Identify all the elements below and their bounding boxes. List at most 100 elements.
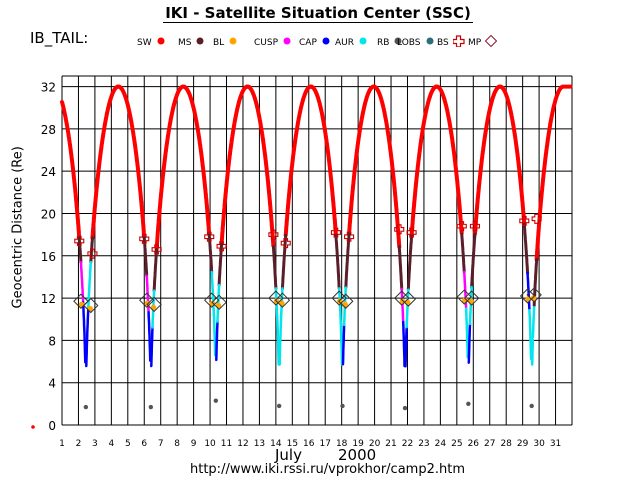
y-tick-label: 16	[41, 250, 56, 264]
x-tick-label: 1	[59, 439, 65, 449]
bs-crossing-marker	[394, 224, 405, 235]
sw-segment	[409, 84, 439, 239]
bs-crossing-marker	[469, 221, 480, 232]
ms-segment	[522, 222, 530, 275]
legend-swatch-dot	[359, 37, 367, 45]
mp-crossing-marker	[519, 288, 536, 304]
legend-item-bl: BL	[213, 33, 240, 48]
sw-segment	[308, 84, 338, 236]
inner-segment-out-outer	[87, 260, 93, 309]
ms-segment	[470, 232, 477, 289]
bs-crossing-marker	[344, 231, 355, 242]
mp-crossing-marker	[463, 290, 480, 306]
y-tick-label: 4	[48, 377, 56, 391]
inner-segment-out	[341, 323, 346, 366]
ms-segment	[152, 248, 159, 293]
ms-segment	[77, 236, 83, 264]
inner-segment-out-outer	[531, 306, 536, 339]
sw-segment	[472, 84, 502, 237]
perigee-dot	[340, 403, 345, 409]
legend-item-cap: CAP	[299, 33, 333, 48]
inner-segment-out	[150, 326, 154, 368]
legend-swatch-dot	[157, 37, 165, 45]
x-tick-label: 7	[158, 439, 164, 449]
y-tick-label: 28	[41, 123, 56, 137]
legend-label: BS	[437, 38, 449, 48]
ms-segment	[397, 245, 404, 291]
legend-swatch-dot	[322, 37, 330, 45]
x-tick-label: 14	[270, 439, 282, 449]
mission-label: IB_TAIL:	[30, 29, 89, 47]
legend-item-mp: MP	[468, 33, 498, 48]
bs-crossing-marker	[87, 248, 98, 259]
x-tick-label: 27	[484, 439, 495, 449]
inner-segment-in	[79, 260, 85, 302]
y-tick-label: 24	[41, 165, 56, 179]
legend-label: MP	[468, 38, 482, 48]
inner-segment-out	[404, 325, 408, 368]
legend-label: AUR	[335, 38, 354, 48]
sw-segment	[371, 84, 402, 249]
perigee-dot	[83, 404, 89, 410]
legend-label: BL	[213, 38, 225, 48]
legend-label: LOBS	[397, 38, 421, 48]
legend-label: CAP	[299, 38, 317, 48]
inner-segment-mid	[276, 319, 280, 366]
inner-segment-mid	[464, 307, 469, 359]
source-url[interactable]: http://www.iki.rssi.ru/vprokhor/camp2.ht…	[190, 462, 465, 477]
bs-crossing-marker	[519, 215, 530, 226]
mp-crossing-marker	[456, 289, 472, 305]
x-tick-label: 11	[221, 439, 232, 449]
legend-label: MS	[178, 38, 192, 48]
x-axis-month: July	[275, 446, 302, 464]
x-tick-label: 17	[319, 439, 330, 449]
x-tick-label: 24	[435, 439, 447, 449]
inner-segment-mid	[339, 319, 344, 366]
x-tick-label: 5	[125, 439, 131, 449]
y-tick-label: 0	[48, 419, 56, 433]
bs-crossing-marker	[268, 229, 279, 240]
legend-item-rb: RB	[377, 33, 405, 48]
inner-segment-out	[467, 322, 472, 364]
sw-segment	[283, 84, 313, 238]
y-tick-label: 20	[41, 207, 56, 221]
inner-segment-mid	[528, 308, 533, 361]
sw-segment	[245, 84, 276, 248]
x-tick-label: 9	[191, 439, 197, 449]
x-tick-label: 26	[468, 439, 480, 449]
mp-crossing-marker	[394, 290, 410, 306]
mp-crossing-marker	[274, 292, 291, 308]
ms-segment	[344, 232, 351, 290]
perigee-dot	[213, 398, 219, 403]
legend-item-cusp: CUSP	[254, 33, 294, 48]
x-tick-label: 2	[76, 439, 82, 449]
x-tick-label: 6	[141, 439, 147, 449]
legend-swatch-dot	[196, 37, 204, 45]
perigee-dot	[466, 401, 471, 407]
ms-segment	[334, 233, 341, 290]
bs-crossing-marker	[74, 235, 85, 247]
x-tick-label: 30	[533, 439, 545, 449]
ms-segment	[460, 232, 466, 274]
bs-crossing-marker	[139, 233, 150, 244]
inner-segment-out-outer	[216, 283, 221, 323]
sw-segment	[534, 84, 573, 262]
x-tick-label: 15	[287, 439, 298, 449]
inner-segment-out-outer	[405, 288, 410, 329]
x-tick-label: 25	[451, 439, 462, 449]
perigee-dot	[148, 404, 154, 410]
legend-label: RB	[377, 38, 390, 48]
legend-item-bs: BS	[437, 33, 465, 48]
mp-crossing-marker	[139, 292, 155, 308]
mp-crossing-marker	[83, 297, 99, 314]
sw-segment	[60, 100, 82, 240]
inner-segment-mid	[212, 306, 217, 357]
x-tick-label: 23	[418, 439, 429, 449]
perigee-dot	[402, 405, 408, 411]
legend-swatch-diamond	[484, 34, 498, 48]
x-tick-label: 18	[336, 439, 348, 449]
bs-crossing-marker	[456, 221, 467, 232]
bs-crossing-marker	[330, 227, 341, 238]
y-tick-label: 32	[41, 81, 56, 95]
sw-segment	[90, 84, 121, 240]
